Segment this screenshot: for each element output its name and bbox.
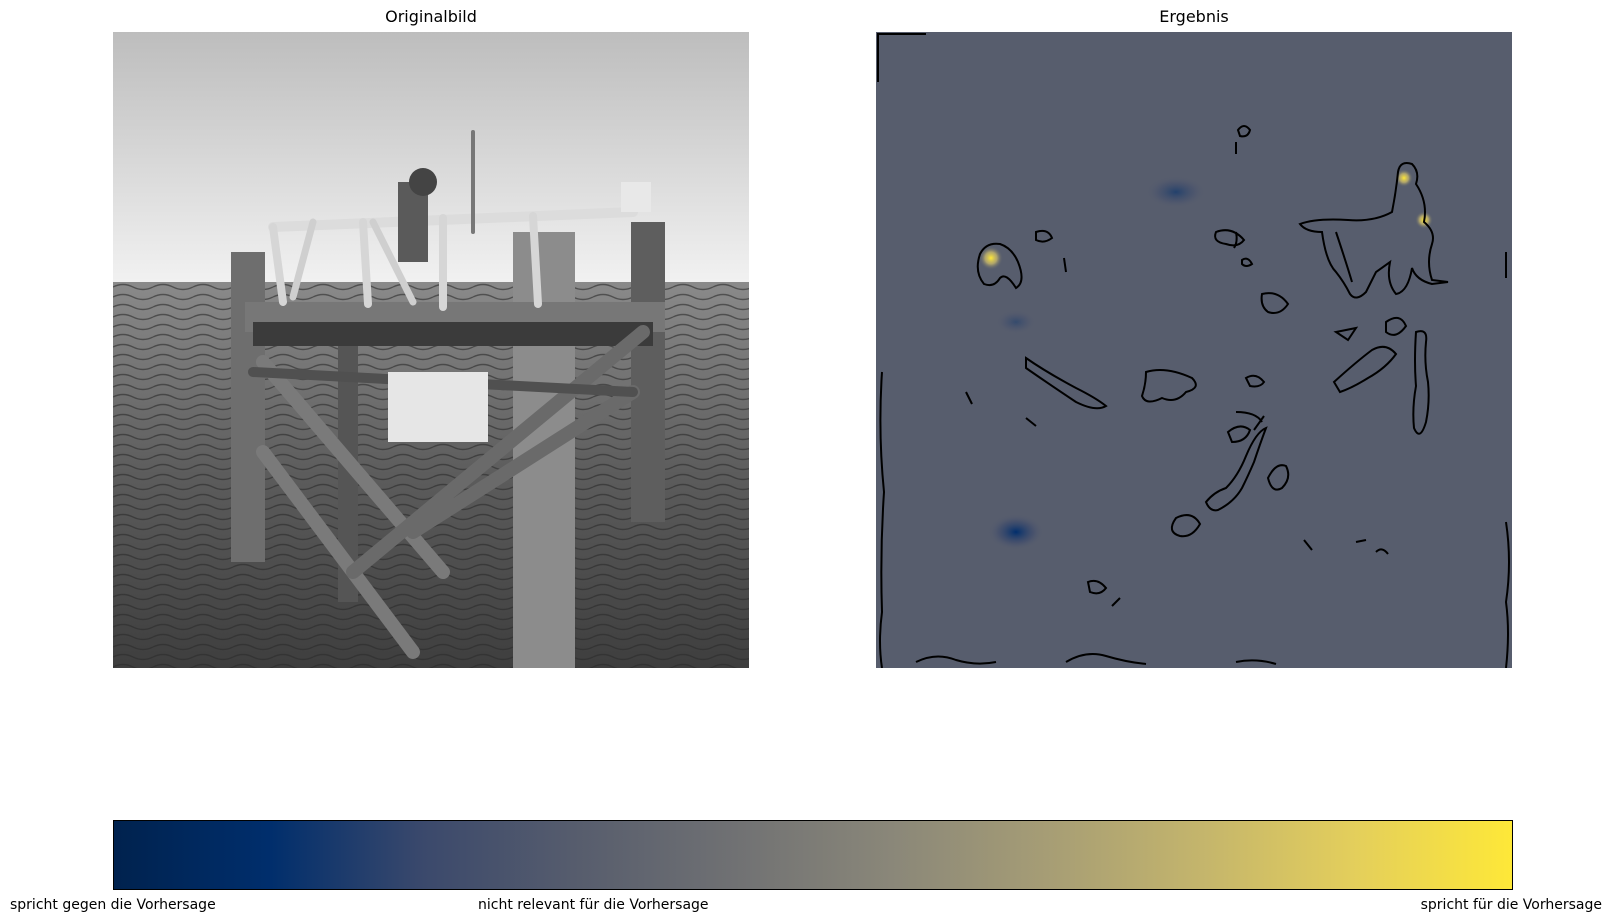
colorbar-label-neutral: nicht relevant für die Vorhersage [478,897,709,913]
negative-region-left [996,310,1036,334]
colorbar-label-negative: spricht gegen die Vorhersage [10,897,216,913]
original-image [113,32,749,668]
colorbar [113,820,1513,890]
negative-region-upper-center [1146,176,1206,208]
colorbar-gradient [114,821,1513,890]
colorbar-canvas [113,820,1513,890]
negative-region-lower-left [988,514,1044,550]
original-image-title: Originalbild [113,7,749,26]
result-heatmap-canvas [876,32,1512,668]
colorbar-label-positive: spricht für die Vorhersage [1421,897,1602,913]
heatmap-background [876,32,1512,668]
original-image-canvas [113,32,749,668]
result-heatmap [876,32,1512,668]
result-image-title: Ergebnis [876,7,1512,26]
